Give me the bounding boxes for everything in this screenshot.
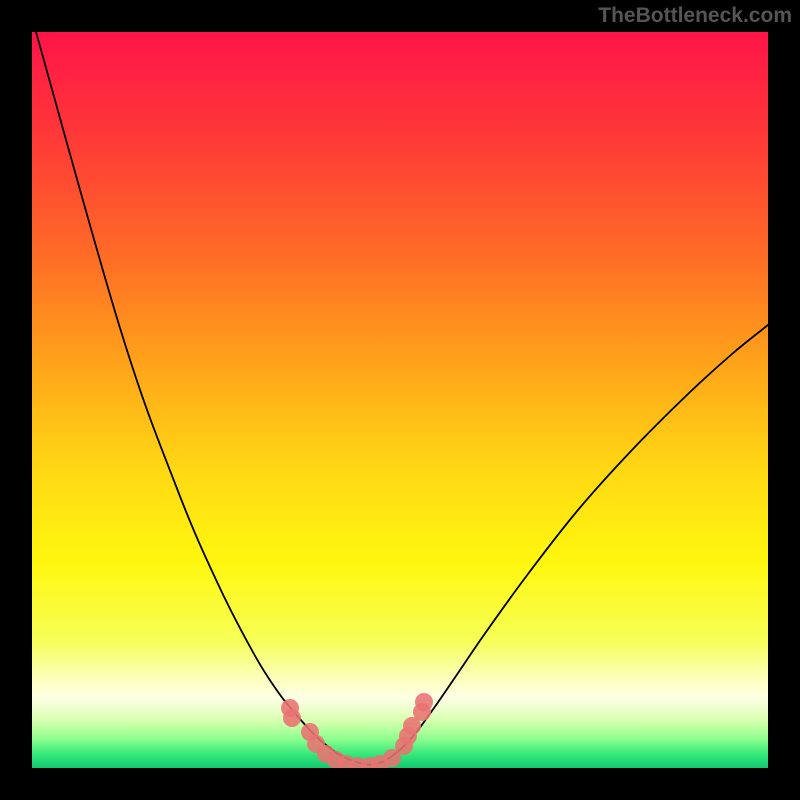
watermark-text: TheBottleneck.com — [598, 4, 792, 28]
gradient-background — [32, 32, 768, 768]
chart-container — [0, 0, 800, 800]
plot-area — [32, 32, 768, 768]
